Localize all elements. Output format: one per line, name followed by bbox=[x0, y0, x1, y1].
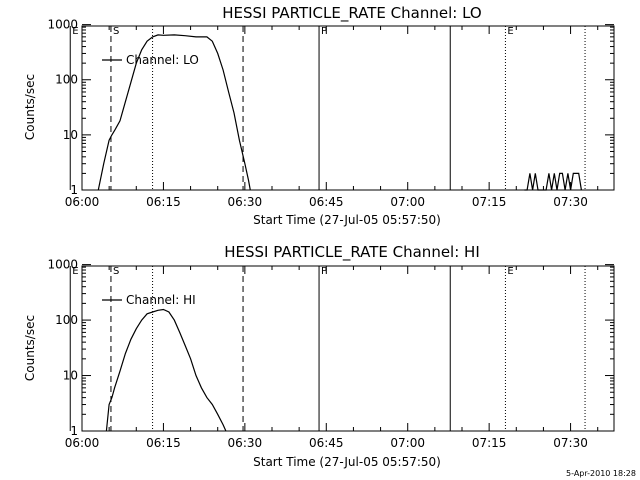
y-tick-label: 1 bbox=[70, 424, 78, 438]
x-tick-label: 07:00 bbox=[390, 195, 425, 209]
x-tick-label: 06:00 bbox=[65, 436, 100, 450]
chart-panel-lo: HESSI PARTICLE_RATE Channel: LO Start Ti… bbox=[23, 4, 615, 227]
legend-label: Channel: LO bbox=[126, 53, 199, 67]
series-line-hi bbox=[105, 308, 227, 432]
series-line-lo bbox=[97, 34, 251, 191]
legend-label: Channel: HI bbox=[126, 293, 196, 307]
x-tick-label: 06:15 bbox=[146, 436, 181, 450]
event-marker-label: S bbox=[113, 266, 119, 277]
y-axis-label-lo: Counts/sec bbox=[23, 74, 37, 140]
x-tick-label: 06:30 bbox=[228, 195, 263, 209]
x-tick-label: 06:15 bbox=[146, 195, 181, 209]
series-line-lo-late bbox=[524, 172, 582, 191]
x-tick-label: 07:00 bbox=[390, 436, 425, 450]
x-tick-label: 06:00 bbox=[65, 195, 100, 209]
event-marker-label: P bbox=[321, 26, 327, 37]
event-marker-label: P bbox=[321, 266, 327, 277]
event-marker-label: S bbox=[113, 26, 119, 37]
event-marker-label: E bbox=[507, 266, 513, 277]
y-tick-label: 1 bbox=[70, 183, 78, 197]
y-tick-label: 100 bbox=[55, 313, 78, 327]
chart-title-hi: HESSI PARTICLE_RATE Channel: HI bbox=[224, 243, 480, 262]
plot-frame bbox=[81, 25, 615, 191]
x-tick-label: 06:45 bbox=[309, 436, 344, 450]
x-tick-label: 07:30 bbox=[553, 436, 588, 450]
x-tick-label: 07:30 bbox=[553, 195, 588, 209]
y-axis-label-hi: Counts/sec bbox=[23, 315, 37, 381]
timestamp-label: 5-Apr-2010 18:28 bbox=[566, 469, 636, 478]
x-tick-label: 07:15 bbox=[472, 195, 507, 209]
chart-title-lo: HESSI PARTICLE_RATE Channel: LO bbox=[222, 4, 481, 23]
x-axis-label-hi: Start Time (27-Jul-05 05:57:50) bbox=[253, 455, 441, 469]
event-marker-label: E bbox=[72, 266, 78, 277]
y-tick-label: 100 bbox=[55, 73, 78, 87]
x-axis-label-lo: Start Time (27-Jul-05 05:57:50) bbox=[253, 213, 441, 227]
x-tick-label: 07:15 bbox=[472, 436, 507, 450]
x-tick-label: 06:45 bbox=[309, 195, 344, 209]
x-tick-label: 06:30 bbox=[228, 436, 263, 450]
plot-frame bbox=[81, 265, 615, 432]
chart-panel-hi: HESSI PARTICLE_RATE Channel: HI Start Ti… bbox=[23, 243, 615, 469]
event-marker-label: E bbox=[507, 26, 513, 37]
event-marker-label: E bbox=[72, 26, 78, 37]
